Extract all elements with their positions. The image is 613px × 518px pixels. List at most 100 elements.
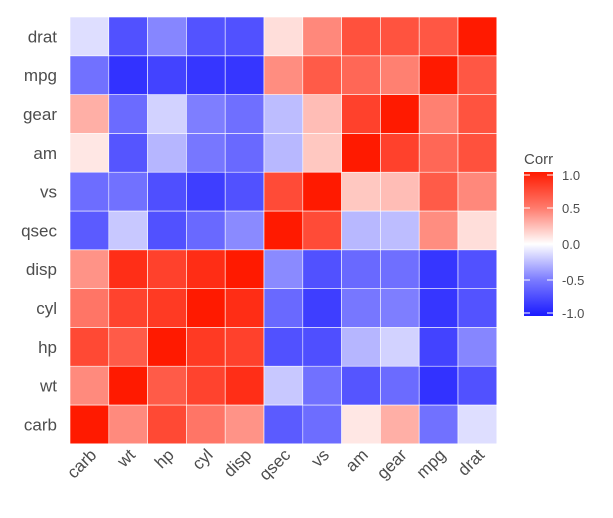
- heatmap-cell-gear-drat: [457, 94, 498, 134]
- heatmap-cell-cyl-drat: [457, 288, 498, 328]
- heatmap-cell-mpg-carb: [69, 55, 110, 95]
- y-tick-label: disp: [26, 260, 57, 279]
- heatmap-cell-disp-drat: [457, 249, 498, 289]
- heatmap-cell-qsec-am: [341, 210, 381, 251]
- heatmap-cell-mpg-wt: [108, 55, 148, 95]
- heatmap-cell-drat-cyl: [186, 16, 226, 57]
- heatmap-cell-wt-disp: [224, 365, 265, 406]
- heatmap-cell-carb-am: [341, 404, 381, 445]
- heatmap-cell-drat-hp: [147, 16, 187, 57]
- heatmap-cell-am-mpg: [418, 133, 459, 173]
- heatmap-cell-am-drat: [457, 133, 498, 173]
- heatmap-cell-gear-cyl: [186, 94, 226, 134]
- heatmap-cell-drat-qsec: [263, 16, 304, 57]
- heatmap-cell-carb-cyl: [186, 404, 226, 445]
- x-tick-label: qsec: [255, 445, 294, 484]
- heatmap-cell-qsec-drat: [457, 210, 498, 251]
- y-tick-label: cyl: [36, 299, 57, 318]
- heatmap-cell-qsec-cyl: [186, 210, 226, 251]
- heatmap-cell-gear-gear: [380, 94, 420, 134]
- heatmap-cell-gear-mpg: [418, 94, 459, 134]
- heatmap-cell-carb-hp: [147, 404, 187, 445]
- heatmap-cell-vs-mpg: [418, 171, 459, 212]
- heatmap-cell-am-am: [341, 133, 381, 173]
- heatmap-cell-cyl-wt: [108, 288, 148, 328]
- heatmap-cell-wt-gear: [380, 365, 420, 406]
- heatmap-cell-mpg-qsec: [263, 55, 304, 95]
- x-axis-labels: carb wt hp cyl disp qsec vs am gear mpg drat: [63, 445, 488, 484]
- heatmap-cell-qsec-gear: [380, 210, 420, 251]
- heatmap-cell-qsec-mpg: [418, 210, 459, 251]
- heatmap-cell-carb-vs: [302, 404, 342, 445]
- heatmap-cell-disp-carb: [69, 249, 110, 289]
- heatmap-cell-cyl-vs: [302, 288, 342, 328]
- x-tick-label: cyl: [188, 445, 216, 473]
- heatmap-cell-qsec-hp: [147, 210, 187, 251]
- x-tick-label: drat: [454, 445, 488, 479]
- heatmap-cell-am-wt: [108, 133, 148, 173]
- heatmap-cell-wt-mpg: [418, 365, 459, 406]
- heatmap-cell-vs-carb: [69, 171, 110, 212]
- heatmap-cell-hp-am: [341, 327, 381, 367]
- heatmap-cell-cyl-am: [341, 288, 381, 328]
- heatmap-cell-vs-drat: [457, 171, 498, 212]
- legend: Corr 1.0 0.5 0.0 -0.5 -1.0: [524, 151, 584, 321]
- y-tick-label: am: [33, 144, 57, 163]
- heatmap-cell-am-disp: [224, 133, 265, 173]
- y-tick-label: wt: [39, 377, 57, 396]
- heatmap-cell-drat-am: [341, 16, 381, 57]
- legend-tick-label: 0.0: [562, 237, 580, 252]
- y-tick-label: carb: [24, 415, 57, 434]
- heatmap-cell-hp-hp: [147, 327, 187, 367]
- heatmap-cell-disp-gear: [380, 249, 420, 289]
- heatmap-cell-mpg-cyl: [186, 55, 226, 95]
- heatmap-cell-cyl-mpg: [418, 288, 459, 328]
- y-tick-label: qsec: [21, 221, 57, 240]
- y-tick-label: vs: [40, 183, 57, 202]
- x-tick-label: disp: [220, 445, 255, 480]
- heatmap-cell-hp-gear: [380, 327, 420, 367]
- heatmap-cell-carb-mpg: [418, 404, 459, 445]
- y-tick-label: drat: [28, 27, 58, 46]
- x-tick-label: wt: [113, 445, 139, 471]
- x-tick-label: am: [342, 445, 372, 475]
- heatmap-cell-disp-hp: [147, 249, 187, 289]
- heatmap-cell-carb-wt: [108, 404, 148, 445]
- legend-tick-label: -0.5: [562, 273, 584, 288]
- heatmap-cell-mpg-gear: [380, 55, 420, 95]
- heatmap-cell-mpg-vs: [302, 55, 342, 95]
- heatmap-cell-am-gear: [380, 133, 420, 173]
- heatmap-cell-carb-drat: [457, 404, 498, 445]
- heatmap-cell-drat-carb: [69, 16, 110, 57]
- legend-tick-label: 1.0: [562, 168, 580, 183]
- legend-title: Corr: [524, 151, 553, 168]
- heatmap-cell-gear-disp: [224, 94, 265, 134]
- y-tick-label: hp: [38, 338, 57, 357]
- heatmap-cell-disp-cyl: [186, 249, 226, 289]
- heatmap-cell-hp-drat: [457, 327, 498, 367]
- heatmap-cell-qsec-carb: [69, 210, 110, 251]
- heatmap-cell-am-qsec: [263, 133, 304, 173]
- heatmap-cell-gear-qsec: [263, 94, 304, 134]
- heatmap-cell-wt-vs: [302, 365, 342, 406]
- heatmap-cell-drat-disp: [224, 16, 265, 57]
- heatmap-cell-disp-vs: [302, 249, 342, 289]
- heatmap-cell-hp-mpg: [418, 327, 459, 367]
- heatmap-cell-carb-disp: [224, 404, 265, 445]
- heatmap-cell-qsec-vs: [302, 210, 342, 251]
- heatmap-cell-wt-hp: [147, 365, 187, 406]
- heatmap-cell-am-carb: [69, 133, 110, 173]
- heatmap-cell-hp-vs: [302, 327, 342, 367]
- heatmap-cell-disp-wt: [108, 249, 148, 289]
- heatmap-cell-disp-qsec: [263, 249, 304, 289]
- heatmap-cell-qsec-qsec: [263, 210, 304, 251]
- y-tick-label: mpg: [24, 66, 57, 85]
- heatmap-cell-carb-gear: [380, 404, 420, 445]
- heatmap-cell-drat-drat: [457, 16, 498, 57]
- heatmap-cell-hp-carb: [69, 327, 110, 367]
- heatmap-cell-gear-carb: [69, 94, 110, 134]
- heatmap-cell-vs-wt: [108, 171, 148, 212]
- y-axis-labels: carb wt hp cyl disp qsec vs am gear mpg drat: [21, 27, 57, 434]
- heatmap-cell-wt-am: [341, 365, 381, 406]
